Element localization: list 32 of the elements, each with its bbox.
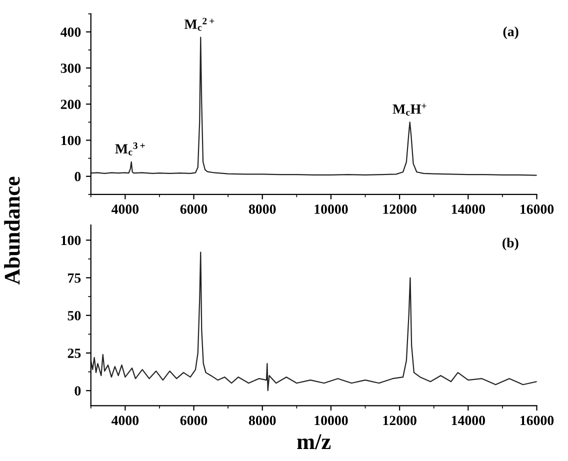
- y-axis-title: Abundance: [4, 176, 20, 285]
- x-tick-label: 14000: [452, 416, 485, 426]
- annotation: M$_{c}$$^{3+}$: [115, 142, 145, 156]
- x-tick-label: 16000: [520, 204, 554, 214]
- x-tick-label: 10000: [314, 416, 348, 426]
- y-tick-label: 100: [61, 136, 81, 146]
- x-tick-label: 6000: [180, 416, 208, 426]
- annotation: M$_{c}$H$^{+}$: [392, 104, 426, 116]
- y-tick-label: 300: [60, 64, 81, 73]
- x-tick-label: 4000: [111, 204, 139, 214]
- x-tick-label: 12000: [383, 204, 416, 214]
- y-tick-label: 400: [60, 27, 81, 37]
- x-tick-label: 12000: [383, 416, 416, 426]
- x-tick-label: 6000: [180, 204, 208, 214]
- x-tick-label: 8000: [248, 204, 276, 214]
- y-tick-label: 50: [68, 310, 81, 320]
- x-tick-label: 4000: [111, 416, 139, 426]
- y-tick-label: 0: [74, 386, 81, 396]
- line-series: [90, 252, 537, 392]
- y-tick-label: 200: [60, 100, 81, 110]
- annotation: (b): [502, 238, 518, 250]
- y-tick-label: 100: [61, 236, 81, 246]
- x-tick-label: 14000: [452, 204, 485, 214]
- annotation: (a): [503, 26, 518, 40]
- x-tick-label: 16000: [520, 416, 554, 426]
- y-tick-label: 0: [74, 172, 81, 182]
- x-axis-title: m/z: [297, 434, 331, 450]
- x-tick-label: 10000: [314, 204, 348, 214]
- x-tick-label: 8000: [248, 416, 276, 426]
- annotation: M$_{c}$$^{2+}$: [184, 18, 214, 31]
- y-tick-label: 25: [68, 348, 81, 358]
- y-tick-label: 75: [68, 273, 81, 283]
